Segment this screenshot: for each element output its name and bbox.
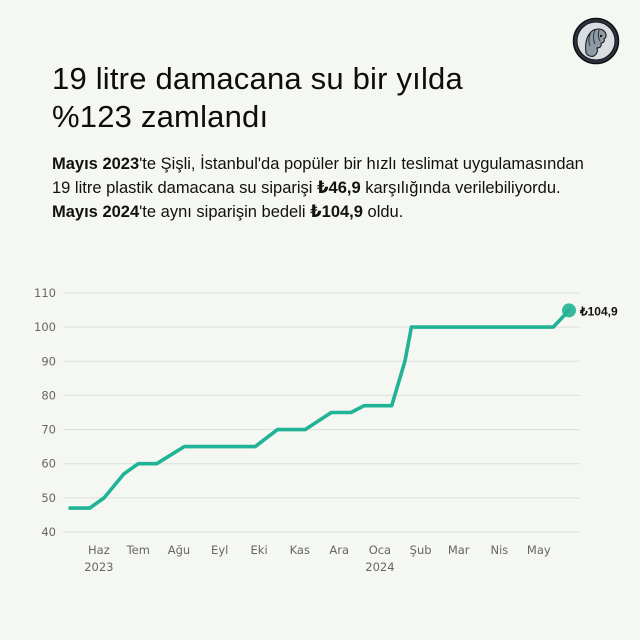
desc-text-1: 'te Şişli, İstanbul'da popüler bir hızlı…: [52, 155, 584, 197]
title-line-1: 19 litre damacana su bir yılda: [52, 61, 463, 96]
desc-date-2023: Mayıs 2023: [52, 155, 140, 173]
x-tick-label: Mar: [448, 543, 470, 557]
profile-coin-logo-icon: [572, 17, 620, 65]
y-tick-label: 50: [41, 491, 56, 505]
desc-text-2: karşılığında verilebiliyordu.: [360, 179, 561, 197]
x-tick-label: Şub: [410, 543, 432, 557]
desc-date-2024: Mayıs 2024: [52, 203, 140, 221]
desc-text-4: oldu.: [362, 203, 404, 221]
x-tick-label: May: [527, 543, 551, 557]
desc-price-2024: ₺104,9: [310, 203, 363, 221]
y-tick-label: 70: [41, 423, 56, 437]
y-tick-label: 100: [34, 320, 56, 334]
desc-text-3: 'te aynı siparişin bedeli: [139, 203, 311, 221]
x-tick-label: Nis: [491, 543, 509, 557]
desc-price-2023: ₺46,9: [317, 179, 361, 197]
title-line-2: %123 zamlandı: [52, 99, 269, 134]
price-series-line: [68, 308, 571, 510]
y-tick-label: 110: [34, 286, 56, 300]
x-tick-year-label: 2024: [365, 560, 394, 574]
x-tick-year-label: 2023: [84, 560, 113, 574]
x-tick-label: Ağu: [168, 543, 190, 557]
x-tick-label: Kas: [290, 543, 310, 557]
page-title: 19 litre damacana su bir yılda %123 zaml…: [52, 60, 552, 136]
x-tick-label: Haz: [88, 543, 110, 557]
y-tick-label: 40: [41, 525, 56, 539]
description: Mayıs 2023'te Şişli, İstanbul'da popüler…: [52, 152, 592, 224]
price-line-chart: 40 50 60 70 80 90 100 110 Haz 2023 Tem Ağu Eyl Eki Kas…: [34, 286, 618, 574]
y-tick-label: 80: [41, 388, 56, 402]
x-tick-label: Eyl: [211, 543, 228, 557]
end-value-label: ₺104,9: [579, 304, 618, 318]
x-tick-label: Eki: [251, 543, 268, 557]
x-tick-label: Oca: [369, 543, 391, 557]
x-tick-label: Tem: [126, 543, 150, 557]
end-point-marker: [562, 303, 576, 318]
x-tick-label: Ara: [329, 543, 349, 557]
y-tick-label: 60: [41, 457, 56, 471]
y-tick-label: 90: [41, 354, 56, 368]
